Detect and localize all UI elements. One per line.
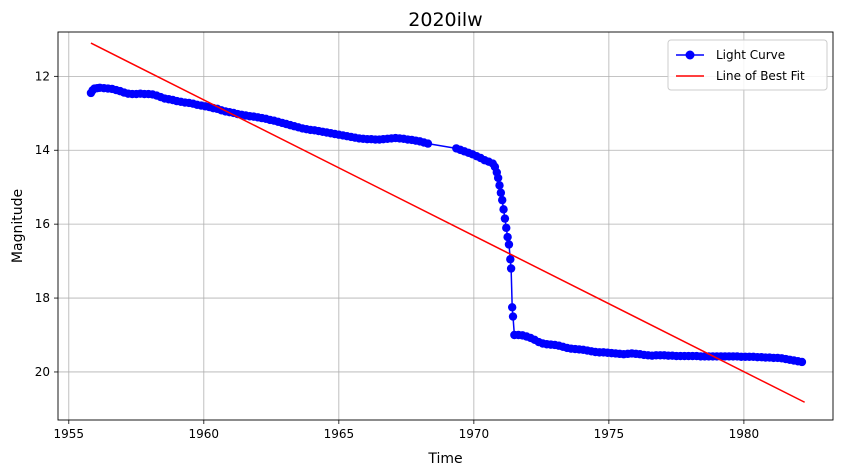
- x-tick-label: 1980: [729, 427, 760, 441]
- data-point: [797, 357, 807, 367]
- line-of-best-fit-line: [90, 42, 805, 403]
- plot-area-frame: [57, 31, 834, 421]
- data-point: [508, 312, 518, 321]
- plot-series: [86, 42, 807, 403]
- axis-ticks: 1955 1960 1965 1970 1975 1980 12 14 16 18 20: [35, 69, 759, 441]
- data-point: [495, 181, 504, 190]
- data-point: [498, 195, 507, 205]
- y-tick-label: 20: [35, 365, 50, 379]
- data-point: [500, 214, 510, 223]
- legend-box: [667, 39, 828, 91]
- x-tick-label: 1965: [324, 427, 355, 441]
- x-tick-label: 1955: [54, 427, 85, 441]
- data-point: [507, 303, 517, 312]
- data-point: [493, 173, 503, 183]
- legend: Light Curve Line of Best Fit: [667, 39, 828, 91]
- chart-title: 2020ilw: [408, 9, 482, 31]
- series-line-of-best-fit: [90, 42, 805, 403]
- data-point: [423, 139, 433, 148]
- x-tick-label: 1960: [189, 427, 220, 441]
- light-curve-line: [90, 87, 803, 363]
- data-point: [504, 240, 514, 249]
- legend-best-fit-label: Line of Best Fit: [716, 69, 805, 83]
- legend-light-curve-label: Light Curve: [716, 48, 785, 62]
- y-tick-label: 14: [35, 143, 50, 157]
- grid-lines: [58, 32, 833, 420]
- y-tick-label: 12: [35, 69, 50, 83]
- y-axis-label: Magnitude: [10, 189, 26, 263]
- data-point: [506, 264, 516, 273]
- x-axis-label: Time: [427, 451, 462, 467]
- x-tick-label: 1975: [594, 427, 625, 441]
- data-point: [496, 188, 506, 197]
- data-point: [502, 223, 511, 233]
- y-tick-label: 18: [35, 291, 50, 305]
- data-point: [503, 232, 512, 242]
- y-tick-label: 16: [35, 217, 50, 231]
- x-tick-label: 1970: [459, 427, 490, 441]
- legend-light-curve-swatch-marker: [685, 50, 695, 60]
- data-point: [506, 255, 515, 264]
- data-point: [499, 205, 508, 214]
- series-light-curve: [86, 83, 807, 367]
